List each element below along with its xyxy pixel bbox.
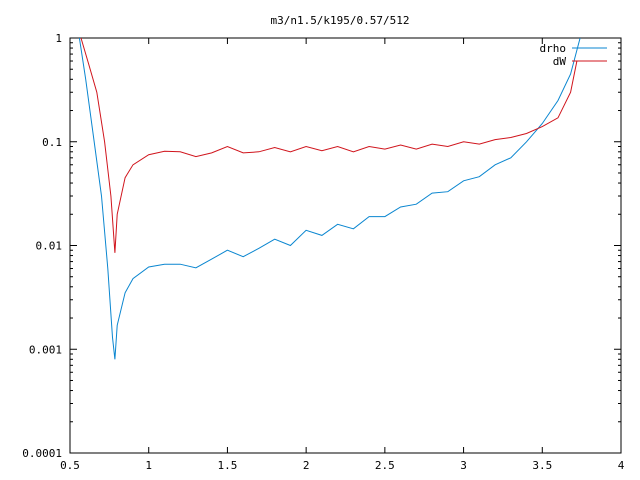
series-line-drho	[78, 38, 581, 360]
x-tick-label: 2	[303, 459, 310, 472]
x-tick-label: 0.5	[60, 459, 80, 472]
legend-label-dW: dW	[553, 55, 567, 68]
y-tick-label: 1	[55, 32, 62, 45]
series-group	[78, 38, 581, 360]
y-axis: 1 0.1 0.01 0.001 0.0001	[22, 32, 621, 460]
x-tick-label: 3.5	[532, 459, 552, 472]
legend-label-drho: drho	[540, 42, 567, 55]
x-tick-label: 1	[145, 459, 152, 472]
x-axis: 0.5 1 1.5 2 2.5 3 3.5 4	[60, 38, 625, 472]
x-tick-label: 2.5	[375, 459, 395, 472]
chart-title: m3/n1.5/k195/0.57/512	[270, 14, 409, 27]
plot-frame	[69, 37, 622, 454]
y-tick-label: 0.01	[36, 240, 63, 253]
series-line-dW	[80, 38, 578, 253]
y-tick-label: 0.1	[42, 136, 62, 149]
x-tick-label: 3	[460, 459, 467, 472]
x-tick-label: 1.5	[217, 459, 237, 472]
x-tick-label: 4	[618, 459, 625, 472]
y-tick-label: 0.001	[29, 343, 62, 356]
y-tick-label: 0.0001	[22, 447, 62, 460]
